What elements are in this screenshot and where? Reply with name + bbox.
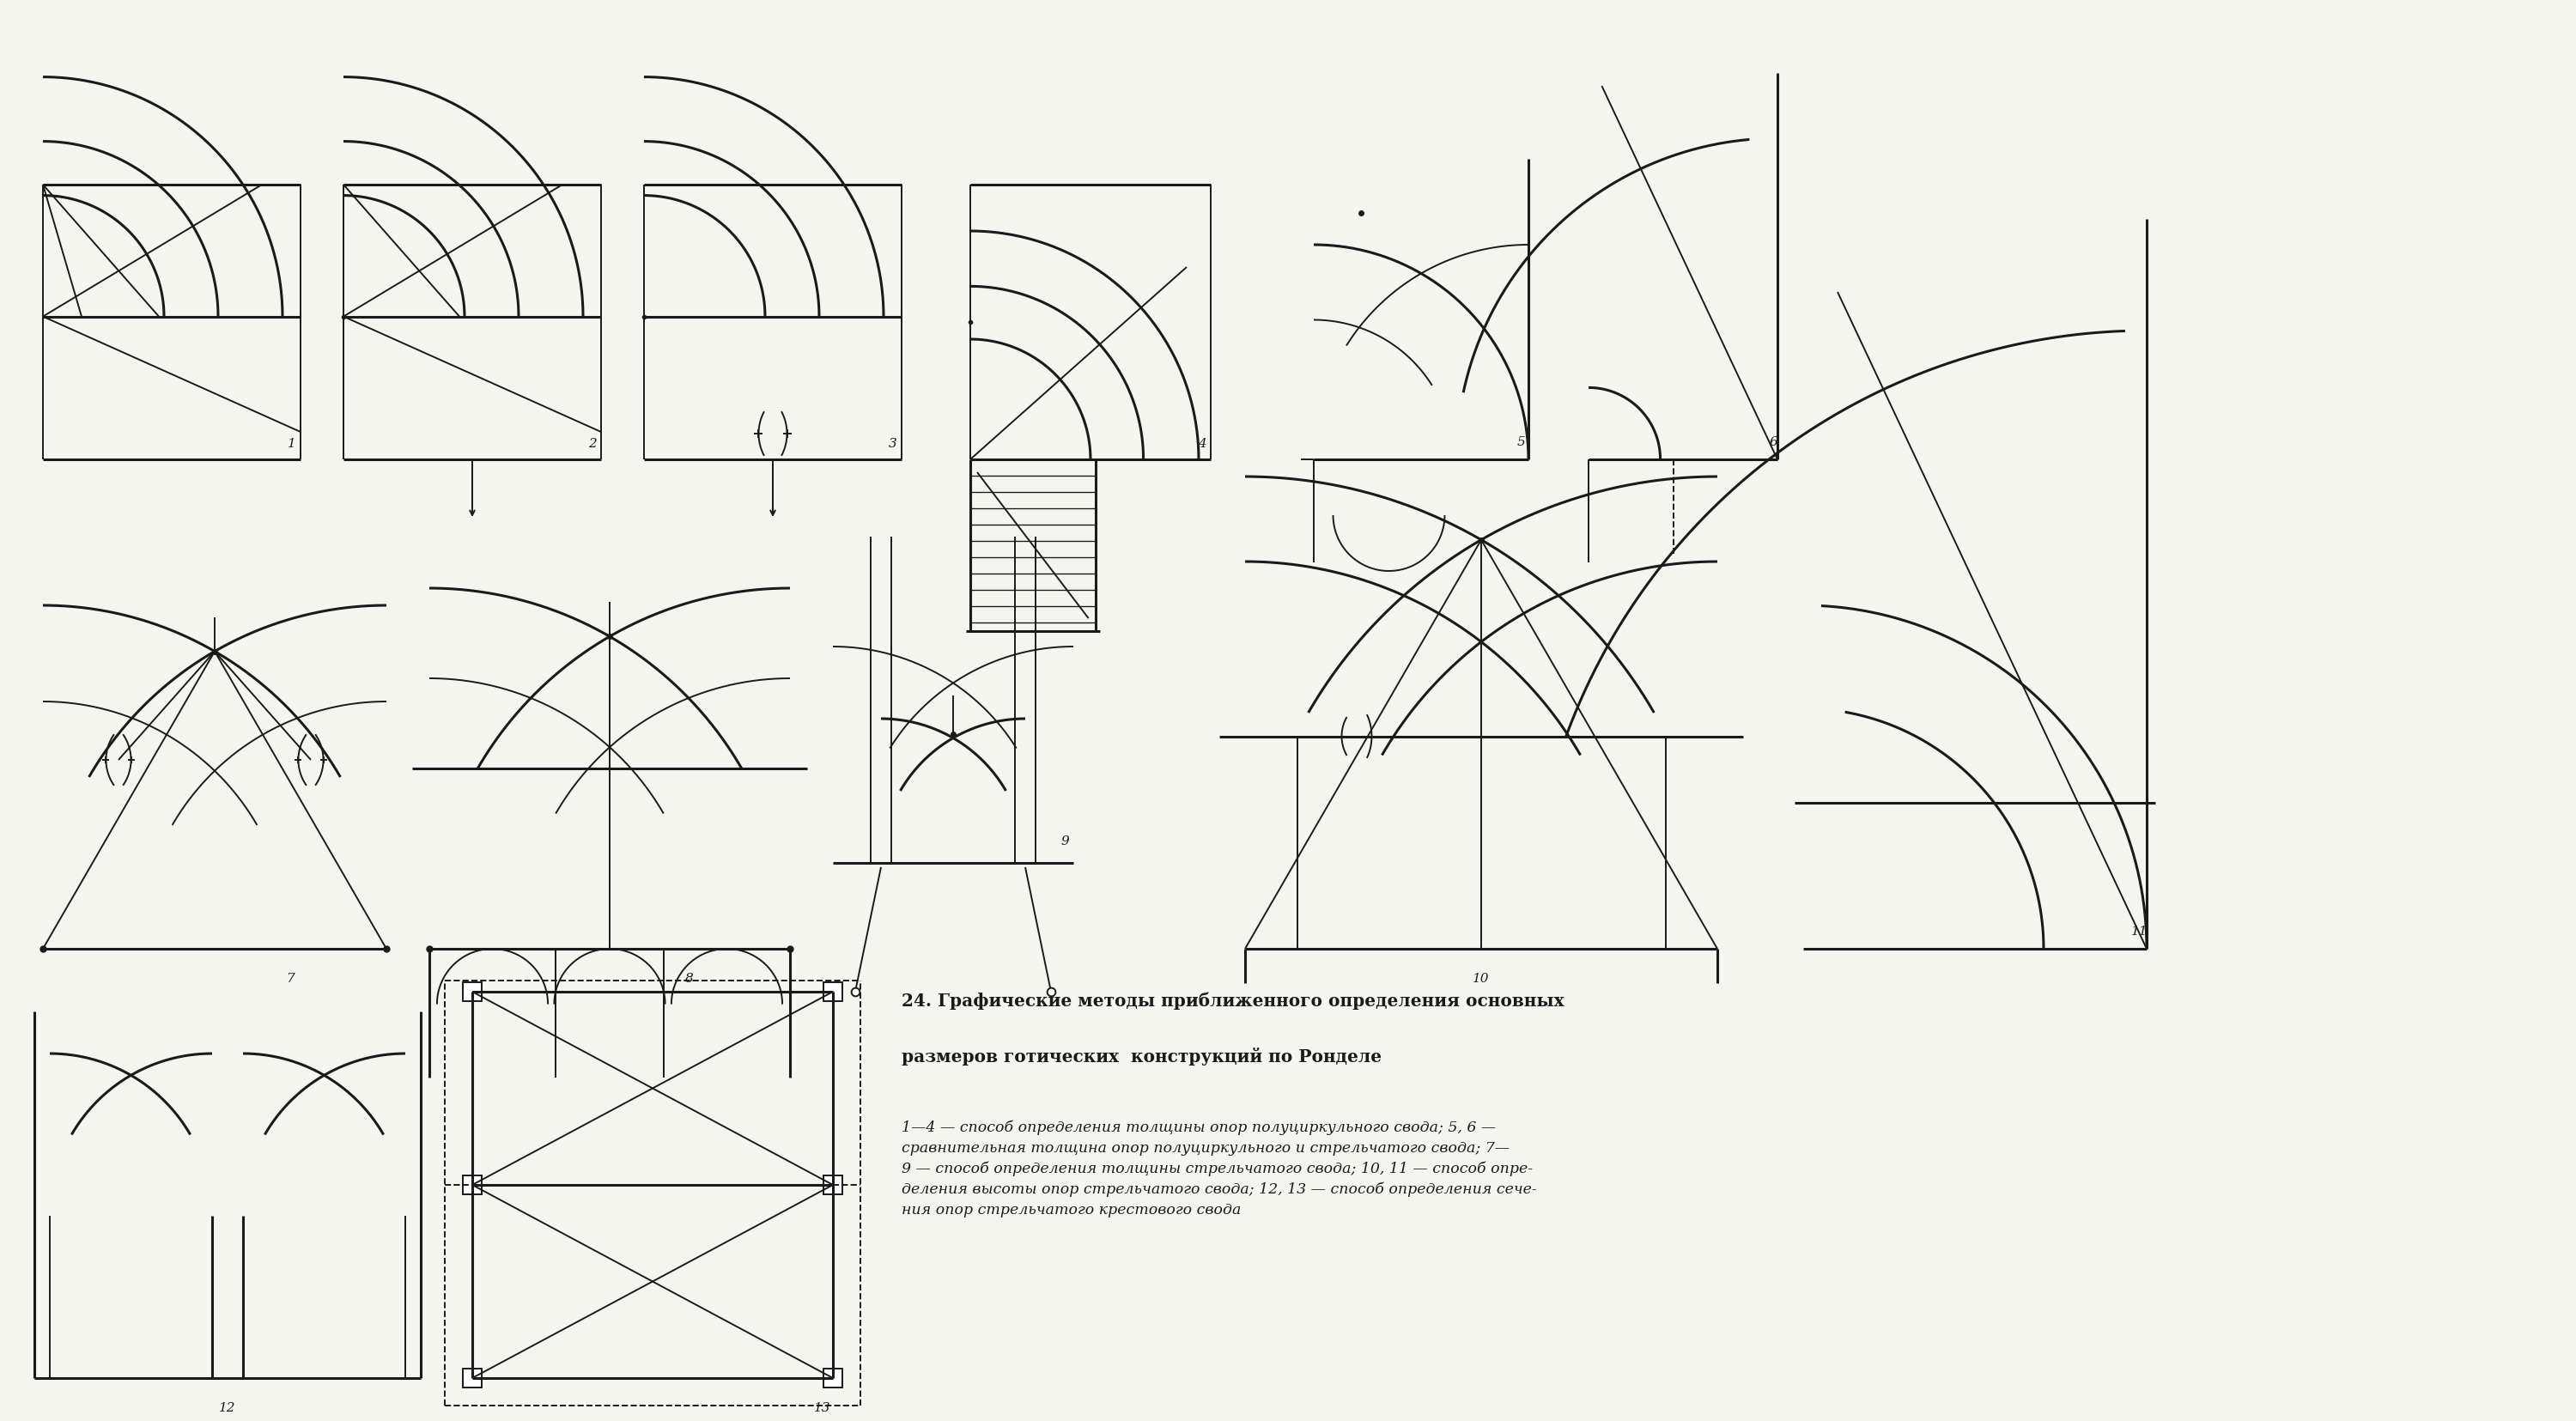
Text: 4: 4 [1198,438,1206,450]
Bar [824,1175,842,1194]
Bar [824,982,842,1002]
Bar [464,1368,482,1387]
Text: 1—4 — способ определения толщины опор полуциркульного свода; 5, 6 —
сравнительна: 1—4 — способ определения толщины опор по… [902,1121,1538,1218]
Bar [824,1368,842,1387]
Bar [464,982,482,1002]
Text: размеров готических  конструкций по Ронделе: размеров готических конструкций по Ронде… [902,1047,1381,1066]
Text: 6: 6 [1770,436,1777,448]
Text: 10: 10 [1473,973,1489,985]
Text: 3: 3 [889,438,896,450]
Text: 7: 7 [286,973,294,985]
Text: 2: 2 [587,438,598,450]
Text: 11: 11 [2130,925,2148,938]
Text: 13: 13 [814,1403,832,1414]
Text: 12: 12 [219,1403,237,1414]
Text: 9: 9 [1061,836,1069,847]
Text: 1: 1 [289,438,296,450]
Bar [464,1175,482,1194]
Text: 5: 5 [1517,436,1525,448]
Text: 8: 8 [685,973,693,985]
Text: 24. Графические методы приближенного определения основных: 24. Графические методы приближенного опр… [902,992,1564,1009]
